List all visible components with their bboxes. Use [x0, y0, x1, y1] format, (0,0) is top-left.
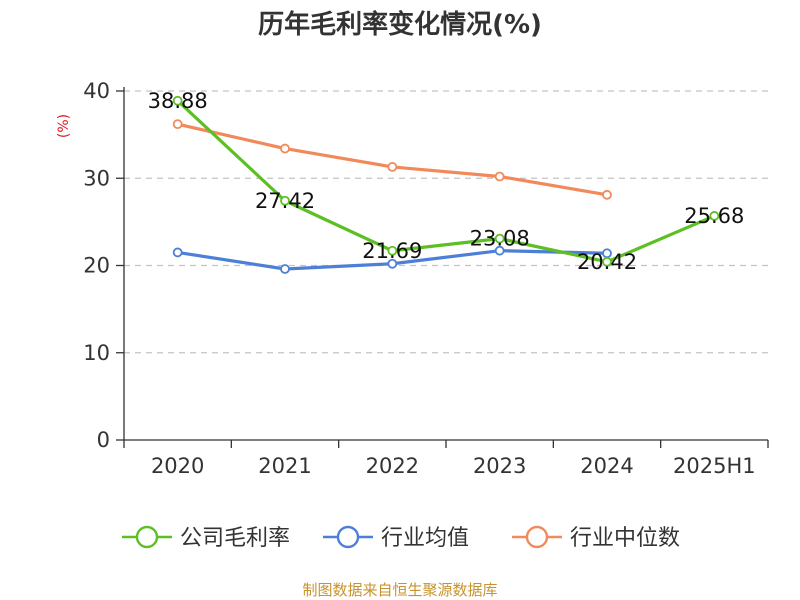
- legend-label-2: 行业中位数: [570, 526, 680, 551]
- series-2-point-2021[interactable]: [280, 143, 290, 154]
- series-2-point-2022[interactable]: [387, 162, 398, 172]
- y-tick-label-40: 40: [83, 79, 110, 103]
- legend-marker-0: [135, 525, 159, 549]
- series-0-point-2021[interactable]: [280, 195, 290, 206]
- series-1-point-2020[interactable]: [172, 247, 183, 258]
- x-tick-label-2023: 2023: [473, 454, 526, 478]
- series-1-point-2021[interactable]: [280, 264, 290, 274]
- series-2-point-2023[interactable]: [494, 171, 505, 182]
- legend-marker-2: [525, 525, 549, 549]
- legend-label-0: 公司毛利率: [180, 526, 290, 551]
- data-label-2022: 21.69: [362, 239, 422, 263]
- data-label-2024: 20.42: [577, 250, 637, 274]
- y-tick-label-20: 20: [83, 254, 110, 278]
- y-tick-label-30: 30: [83, 166, 110, 190]
- series-0-point-2024[interactable]: [602, 256, 612, 267]
- y-tick-label-10: 10: [83, 341, 110, 365]
- y-tick-label-0: 0: [97, 428, 110, 452]
- legend-item-2[interactable]: 行业中位数: [512, 525, 680, 551]
- series-1-point-2022[interactable]: [387, 258, 398, 269]
- grid-lines: [124, 90, 768, 354]
- legend[interactable]: 公司毛利率 行业均值 行业中位数: [122, 525, 680, 551]
- series-0-point-2023[interactable]: [494, 233, 505, 244]
- x-tick-label-2021: 2021: [258, 454, 311, 478]
- series-2-point-2020[interactable]: [172, 119, 183, 130]
- x-tick-label-2020: 2020: [151, 454, 204, 478]
- series-line-0: [176, 99, 716, 264]
- chart-title: 历年毛利率变化情况(%): [258, 9, 542, 40]
- axes: 0 10 20 30 40 2020 2021 2022 2023 2024 2025H1: [83, 79, 769, 478]
- data-label-2021: 27.42: [255, 189, 315, 213]
- legend-item-0[interactable]: 公司毛利率: [122, 525, 290, 551]
- data-label-2025H1: 25.68: [684, 204, 744, 228]
- data-label-2023: 23.08: [470, 227, 530, 251]
- series-0-point-2025H1[interactable]: [709, 211, 720, 221]
- series-layer: [172, 95, 720, 274]
- x-tick-label-2024: 2024: [580, 454, 633, 478]
- data-label-2020: 38.88: [148, 89, 208, 113]
- series-0-point-2020[interactable]: [172, 95, 183, 106]
- series-2-point-2024[interactable]: [602, 189, 612, 200]
- x-tick-label-2022: 2022: [366, 454, 419, 478]
- series-0-point-2022[interactable]: [387, 245, 398, 256]
- data-labels: 38.88 27.42 21.69 23.08 20.42 25.68: [148, 89, 745, 274]
- y-axis-label: (%): [56, 114, 72, 138]
- legend-marker-1: [336, 525, 360, 549]
- source-note: 制图数据来自恒生聚源数据库: [302, 581, 497, 599]
- legend-label-1: 行业均值: [381, 526, 469, 551]
- legend-item-1[interactable]: 行业均值: [323, 525, 469, 551]
- series-1-point-2023[interactable]: [494, 245, 505, 256]
- x-tick-label-2025H1: 2025H1: [673, 454, 756, 478]
